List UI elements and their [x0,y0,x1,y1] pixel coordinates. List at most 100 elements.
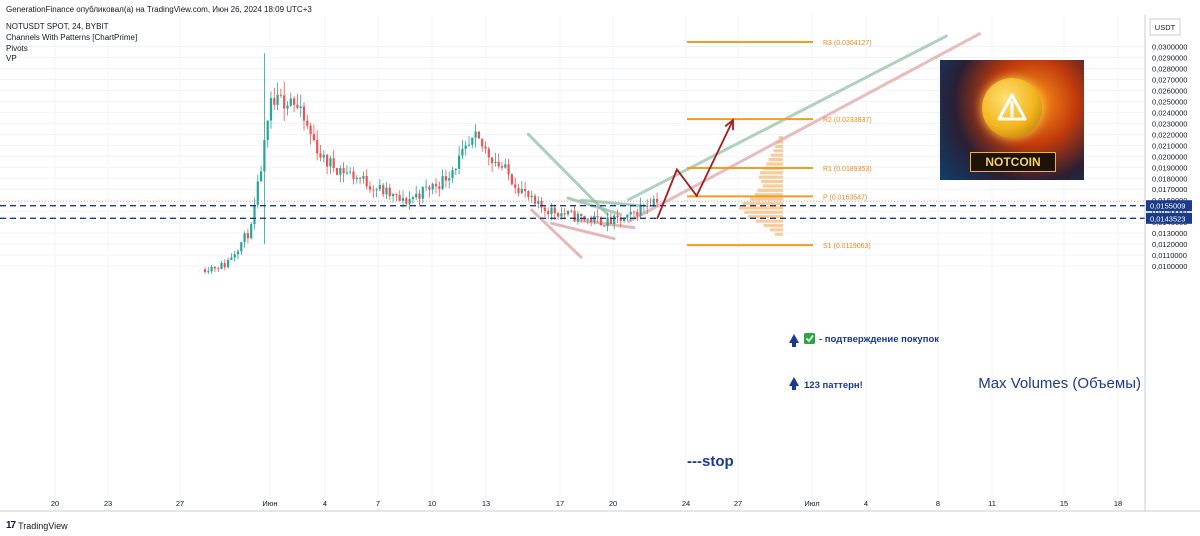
volume-profile-bar [744,210,783,214]
publisher-line: GenerationFinance опубликовал(а) на Trad… [6,5,312,14]
candle-body [550,207,553,215]
time-tick-label: Июл [804,499,819,508]
check-mark-icon [805,335,814,343]
candle-body [352,171,355,179]
candle-body [524,188,527,192]
price-tick-label: 0,0220000 [1152,130,1187,139]
volume-profile-bar [760,171,783,175]
price-tick-label: 0,0190000 [1152,163,1187,172]
price-tick-label: 0,0290000 [1152,53,1187,62]
candle-body [368,186,372,190]
level-badge-label: 0,0143523 [1150,214,1185,223]
candle-body [484,146,487,149]
candle-body [286,105,289,109]
volume-profile-bar [775,232,783,236]
candle-body [652,198,655,207]
candle-body [500,166,504,168]
candle-body [256,181,259,205]
candle-body [342,168,345,174]
candle-body [220,262,223,269]
candle-body [269,98,273,121]
tradingview-footer[interactable]: 17 TradingView [6,520,68,531]
candle-body [349,171,352,173]
price-tick-label: 0,0180000 [1152,174,1187,183]
arrow-head-icon [724,118,734,131]
candle-body [543,207,546,211]
notcoin-logo: NOTCOIN [940,60,1084,180]
max-volumes-annotation: Max Volumes (Объемы) [978,375,1141,392]
candle-body [619,217,622,222]
candle-body [570,210,573,212]
price-tick-label: 0,0100000 [1152,262,1187,271]
time-tick-label: 24 [682,499,690,508]
candle-body [316,140,319,154]
candle-body [207,271,210,273]
candle-body [540,200,543,208]
level-badge [1146,212,1192,224]
candle-body [405,198,408,204]
time-tick-label: 4 [864,499,868,508]
symbol-title[interactable]: NOTUSDT SPOT, 24, BYBIT [6,22,109,31]
volume-profile-bar [757,188,783,192]
candle-body [576,213,579,222]
candle-body [203,269,207,273]
candle-body [533,195,537,204]
candle-body [636,212,639,216]
volume-profile-bar [775,144,783,149]
candle-body [392,193,395,197]
price-badges: 0,0155009 0,0143523 [1146,200,1192,224]
candle-body [560,213,563,217]
pivot-label: R2 (0.0233837) [823,117,872,124]
coin-icon [982,78,1042,138]
annotations: - подтверждение покупок 123 паттерн! Max… [687,333,1141,470]
indicator-pivots[interactable]: Pivots [6,44,28,53]
indicator-channels[interactable]: Channels With Patterns [ChartPrime] [6,33,138,42]
candle-body [233,254,236,258]
level-badge-label: 0,0155009 [1150,202,1185,211]
candle-body [616,215,619,218]
volume-profile-bar [769,228,783,232]
candle-body [253,204,256,225]
time-tick-label: 8 [936,499,940,508]
price-tick-label: 0,0150000 [1152,207,1187,216]
price-tick-label: 0,0170000 [1152,185,1187,194]
time-tick-label: 13 [482,499,490,508]
time-tick-label: 11 [988,499,996,508]
time-tick-label: 4 [323,499,327,508]
candle-body [603,225,606,227]
candle-body [507,164,510,175]
time-tick-label: 10 [428,499,436,508]
time-tick-label: 20 [609,499,617,508]
candle-body [375,189,378,191]
volume-profile-bar [768,157,783,162]
volume-profile [739,136,783,236]
time-tick-label: 27 [734,499,742,508]
candle-body [441,176,444,189]
candle-body [335,168,339,175]
time-tick-label: Июн [262,499,277,508]
candle-body [467,144,471,146]
candle-body [322,154,325,158]
tradingview-logo-icon: 17 [6,520,16,531]
time-tick-label: 7 [376,499,380,508]
candle-body [530,195,533,198]
currency-badge[interactable] [1149,18,1181,36]
pivot-label: R1 (0.0189353) [823,166,872,173]
indicator-vp[interactable]: VP [6,54,17,63]
candle-body [319,153,322,158]
volume-profile-bar [739,206,783,210]
pivot-label: R3 (0.0304127) [823,40,872,47]
volume-profile-bar [763,223,783,228]
candle-body [223,262,226,268]
pattern-line [530,208,583,259]
candle-body [227,260,230,268]
candle-body [623,217,626,222]
volume-profile-bar [766,162,783,166]
candle-body [309,125,312,135]
volume-profile-bar [754,193,783,197]
channel-line [626,34,949,202]
candle-body [260,171,263,182]
volume-profile-bar [770,153,783,157]
